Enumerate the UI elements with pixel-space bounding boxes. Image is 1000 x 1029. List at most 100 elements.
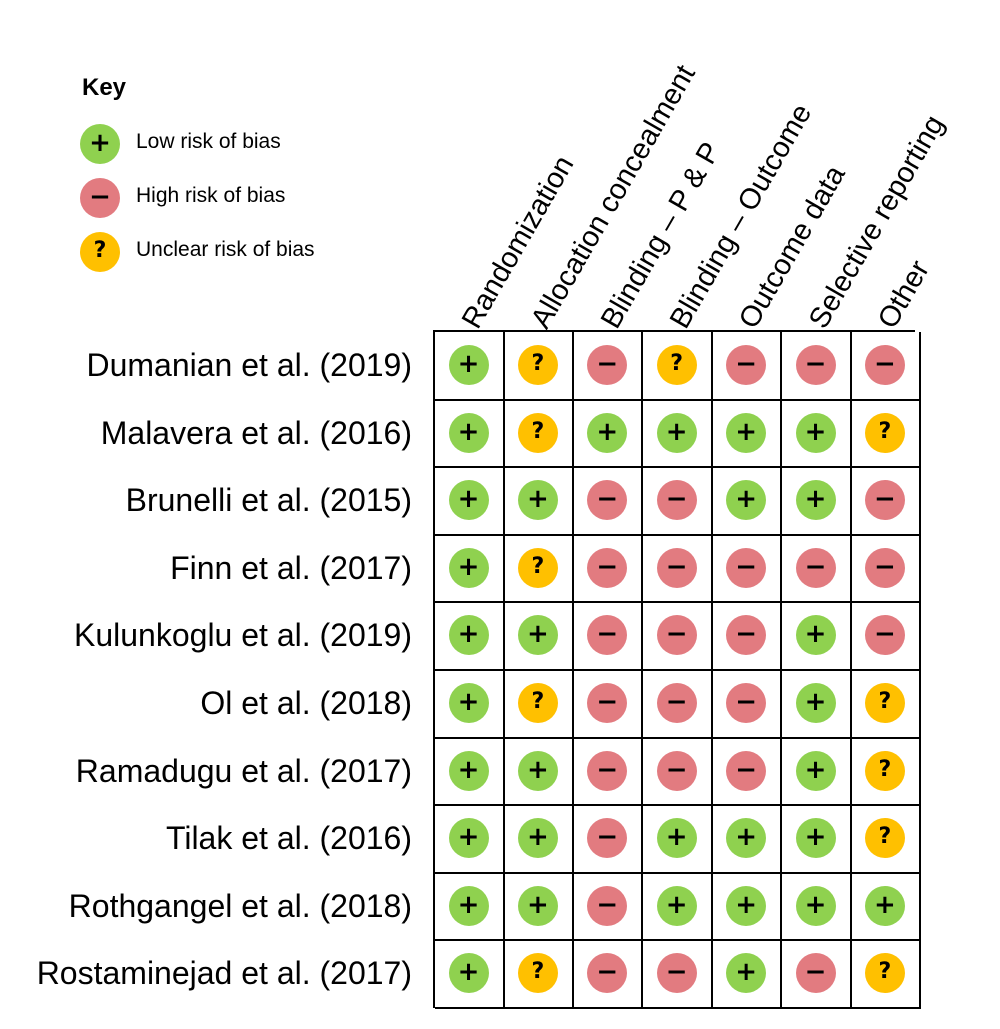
rating-cell: + <box>434 804 505 874</box>
rating-cell: − <box>642 669 713 739</box>
question-icon: ? <box>517 345 558 385</box>
rating-cell: ? <box>503 331 574 401</box>
question-icon: ? <box>517 412 558 453</box>
rating-cell: + <box>434 601 505 671</box>
plus-icon: + <box>864 885 905 926</box>
rating-cell: − <box>712 737 783 807</box>
plus-icon: + <box>656 818 697 859</box>
plus-icon: + <box>517 750 558 791</box>
rating-cell: ? <box>850 804 921 874</box>
rating-cell: − <box>573 534 644 604</box>
plus-icon: + <box>448 750 489 791</box>
minus-icon: − <box>587 818 628 859</box>
plus-icon: + <box>448 480 489 521</box>
plus-icon: + <box>448 615 489 656</box>
question-icon: ? <box>864 818 905 859</box>
rating-cell: − <box>850 601 921 671</box>
rating-cell: + <box>503 737 574 807</box>
rating-cell: ? <box>850 669 921 739</box>
plus-icon: + <box>795 750 836 791</box>
rating-cell: − <box>642 737 713 807</box>
rating-cell: + <box>503 872 574 942</box>
rating-cell: ? <box>503 399 574 469</box>
minus-icon: − <box>587 750 628 791</box>
plus-icon: + <box>656 885 697 926</box>
plus-icon: + <box>448 818 489 859</box>
rating-cell: − <box>712 534 783 604</box>
rating-cell: + <box>434 534 505 604</box>
question-icon: ? <box>517 547 558 588</box>
plus-icon: + <box>448 412 489 453</box>
minus-icon: − <box>795 953 836 994</box>
minus-icon: − <box>726 750 767 791</box>
rating-cell: ? <box>850 737 921 807</box>
rating-cell: − <box>573 737 644 807</box>
rating-cell: + <box>712 804 783 874</box>
legend-label: Unclear risk of bias <box>136 238 315 261</box>
plus-icon: + <box>795 615 836 656</box>
study-label: Brunelli et al. (2015) <box>125 482 412 519</box>
rating-cell: + <box>642 872 713 942</box>
plus-icon: + <box>448 683 489 723</box>
plus-icon: + <box>448 885 489 926</box>
plus-icon: + <box>448 345 489 385</box>
rating-cell: − <box>573 669 644 739</box>
rating-cell: − <box>712 601 783 671</box>
rating-cell: − <box>712 669 783 739</box>
plus-icon: + <box>795 885 836 926</box>
plus-icon: + <box>587 412 628 453</box>
question-icon: ? <box>517 683 558 723</box>
minus-icon: − <box>864 547 905 588</box>
rating-cell: + <box>781 872 852 942</box>
minus-icon: − <box>80 178 120 218</box>
plus-icon: + <box>448 953 489 994</box>
rating-cell: ? <box>850 939 921 1009</box>
plus-icon: + <box>795 683 836 723</box>
rating-cell: + <box>503 601 574 671</box>
plus-icon: + <box>795 412 836 453</box>
plus-icon: + <box>656 412 697 453</box>
rating-cell: ? <box>850 399 921 469</box>
column-headers: Randomization Allocation concealment Blind… <box>0 0 1000 334</box>
question-icon: ? <box>864 683 905 723</box>
rating-cell: − <box>781 534 852 604</box>
plus-icon: + <box>726 412 767 453</box>
minus-icon: − <box>795 345 836 385</box>
study-label: Malavera et al. (2016) <box>100 414 412 451</box>
minus-icon: − <box>656 683 697 723</box>
minus-icon: − <box>864 615 905 656</box>
rating-cell: + <box>781 669 852 739</box>
plus-icon: + <box>80 124 120 164</box>
question-icon: ? <box>517 953 558 994</box>
minus-icon: − <box>864 345 905 385</box>
rating-cell: − <box>573 872 644 942</box>
rating-cell: − <box>850 331 921 401</box>
risk-of-bias-grid: +? −? − − − +? + + + +? + + − − + + − +? − − − − − + + − − − + − +? − − −… <box>433 330 921 1009</box>
plus-icon: + <box>726 953 767 994</box>
minus-icon: − <box>726 683 767 723</box>
plus-icon: + <box>517 818 558 859</box>
minus-icon: − <box>587 615 628 656</box>
minus-icon: − <box>587 885 628 926</box>
rating-cell: − <box>573 939 644 1009</box>
minus-icon: − <box>656 615 697 656</box>
rating-cell: + <box>781 466 852 536</box>
legend-title: Key <box>82 74 127 101</box>
rating-cell: + <box>503 804 574 874</box>
minus-icon: − <box>656 547 697 588</box>
minus-icon: − <box>726 615 767 656</box>
legend-label: Low risk of bias <box>136 130 281 153</box>
plus-icon: + <box>795 818 836 859</box>
minus-icon: − <box>795 547 836 588</box>
rating-cell: + <box>434 872 505 942</box>
question-icon: ? <box>864 953 905 994</box>
rating-cell: + <box>781 804 852 874</box>
study-label: Rothgangel et al. (2018) <box>68 887 412 924</box>
minus-icon: − <box>656 953 697 994</box>
minus-icon: − <box>587 683 628 723</box>
rating-cell: − <box>642 939 713 1009</box>
study-label: Ol et al. (2018) <box>200 685 412 721</box>
rating-cell: − <box>781 939 852 1009</box>
minus-icon: − <box>864 480 905 521</box>
minus-icon: − <box>587 480 628 521</box>
